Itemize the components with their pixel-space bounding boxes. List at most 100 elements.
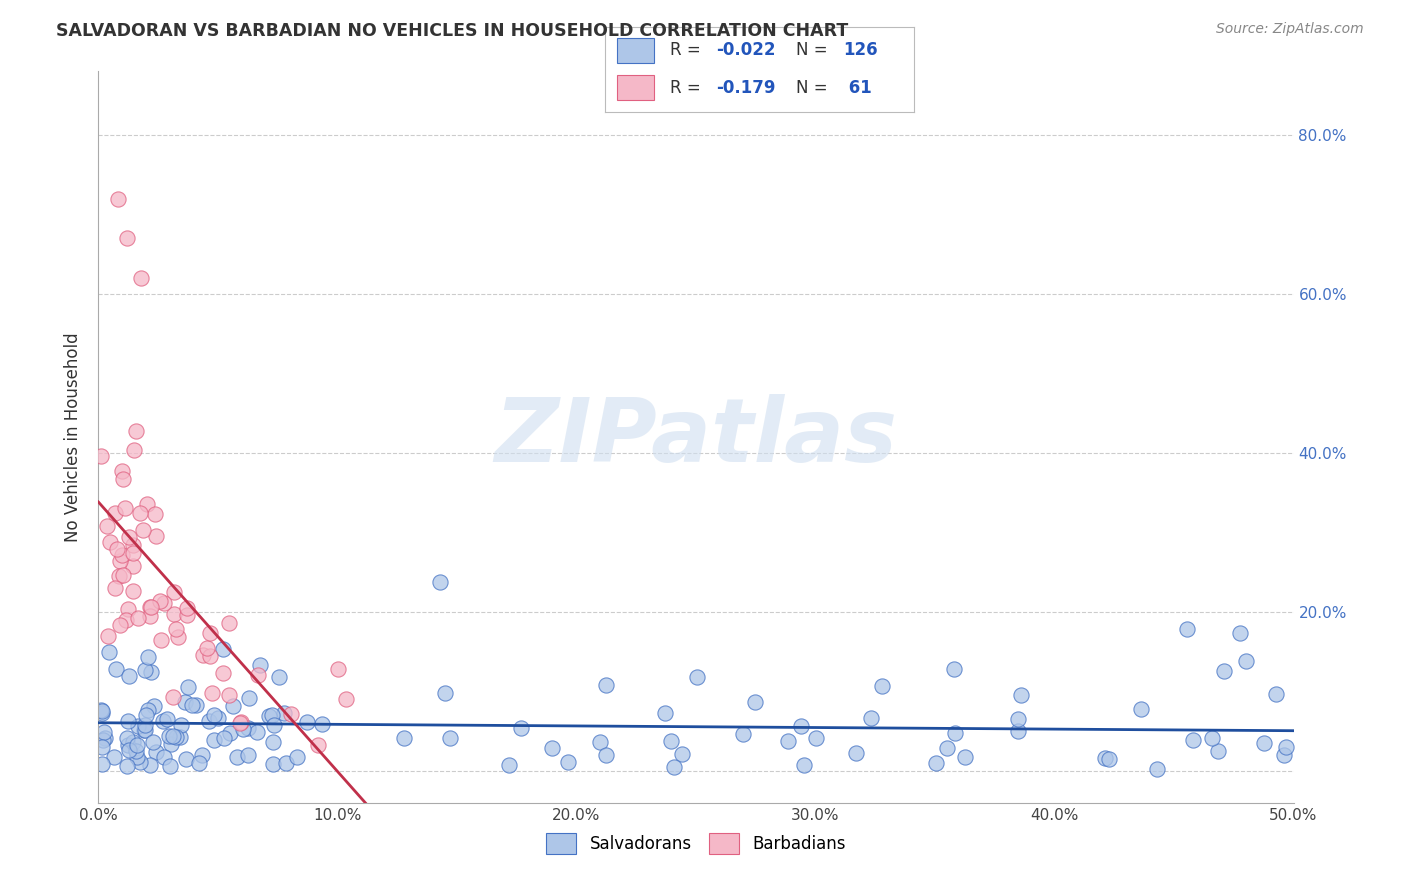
Text: SALVADORAN VS BARBADIAN NO VEHICLES IN HOUSEHOLD CORRELATION CHART: SALVADORAN VS BARBADIAN NO VEHICLES IN H… [56, 22, 848, 40]
Point [98, 534, 121, 549]
Point [117, 738, 139, 752]
Point [671, 747, 693, 761]
Point [1007, 724, 1029, 739]
Point [111, 568, 134, 582]
Point [195, 640, 218, 655]
Point [152, 714, 174, 728]
Point [136, 703, 159, 717]
Point [731, 727, 754, 741]
Point [134, 723, 156, 737]
Point [793, 758, 815, 772]
Point [134, 717, 156, 731]
Point [121, 735, 143, 749]
Point [191, 648, 214, 662]
Point [111, 472, 134, 486]
Point [150, 633, 173, 648]
Point [176, 680, 198, 694]
Point [135, 708, 157, 723]
Point [169, 730, 191, 744]
Point [145, 745, 167, 759]
Point [174, 752, 197, 766]
Point [1098, 752, 1121, 766]
Point [121, 538, 143, 552]
Text: R =: R = [669, 78, 700, 96]
Point [104, 581, 127, 595]
FancyBboxPatch shape [617, 37, 654, 63]
Point [1234, 654, 1257, 668]
Point [187, 756, 209, 770]
Point [201, 686, 224, 700]
Point [238, 748, 260, 763]
Point [202, 732, 225, 747]
Text: ZIPatlas: ZIPatlas [495, 393, 897, 481]
Point [925, 756, 948, 770]
Point [246, 668, 269, 682]
Point [498, 757, 520, 772]
Point [176, 608, 198, 623]
Point [541, 740, 564, 755]
Point [198, 649, 221, 664]
Point [141, 599, 163, 614]
Point [176, 600, 198, 615]
Point [139, 609, 162, 624]
Point [222, 698, 245, 713]
Point [335, 692, 357, 706]
Point [274, 756, 297, 770]
Point [152, 596, 174, 610]
Point [776, 734, 799, 748]
Point [661, 733, 683, 747]
Point [91, 704, 114, 718]
Point [90, 756, 112, 771]
Point [219, 725, 242, 739]
Point [191, 747, 214, 762]
Point [806, 731, 828, 746]
Point [104, 662, 127, 676]
Point [654, 706, 676, 721]
Point [142, 735, 165, 749]
Point [439, 731, 461, 746]
Point [662, 760, 685, 774]
Point [1182, 732, 1205, 747]
Point [211, 642, 233, 657]
Point [595, 747, 617, 762]
Point [181, 698, 204, 712]
Point [229, 714, 252, 729]
Point [1010, 689, 1032, 703]
Point [273, 706, 295, 721]
Point [229, 715, 252, 730]
Point [162, 690, 184, 704]
Text: -0.179: -0.179 [716, 78, 776, 96]
Point [163, 607, 186, 622]
Text: R =: R = [669, 42, 700, 60]
Point [429, 575, 451, 590]
Point [97, 629, 120, 643]
Y-axis label: No Vehicles in Household: No Vehicles in Household [65, 332, 83, 542]
Point [232, 722, 254, 736]
Point [1229, 626, 1251, 640]
Point [108, 569, 131, 583]
Point [1213, 664, 1236, 678]
Point [249, 658, 271, 673]
Point [198, 714, 221, 728]
Point [134, 663, 156, 677]
Point [90, 449, 112, 463]
Point [218, 689, 240, 703]
Point [589, 735, 612, 749]
Point [942, 662, 965, 676]
Point [111, 548, 134, 562]
Point [295, 715, 318, 730]
Point [260, 707, 283, 722]
Point [1253, 736, 1275, 750]
Point [127, 611, 149, 625]
Text: Source: ZipAtlas.com: Source: ZipAtlas.com [1216, 22, 1364, 37]
Point [136, 649, 159, 664]
Point [90, 740, 112, 755]
Point [238, 691, 260, 706]
Point [153, 749, 176, 764]
Point [129, 506, 152, 520]
Point [263, 718, 285, 732]
Point [108, 554, 131, 568]
Point [111, 464, 134, 478]
Point [117, 714, 139, 728]
Text: 126: 126 [842, 42, 877, 60]
